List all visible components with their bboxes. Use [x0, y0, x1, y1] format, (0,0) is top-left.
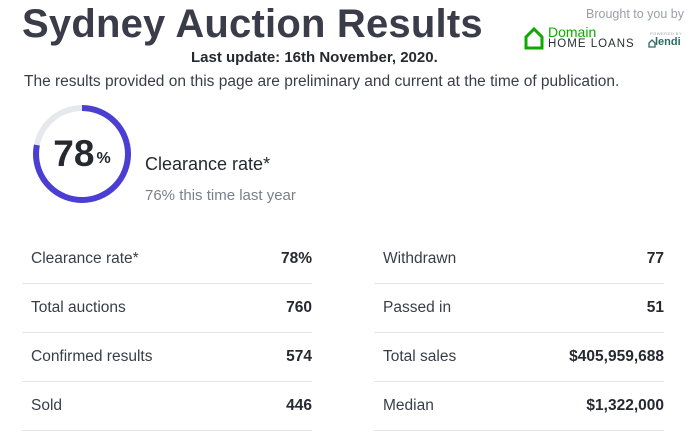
lendi-house-icon: [648, 39, 656, 48]
domain-home-loans-logo[interactable]: Domain HOME LOANS: [523, 24, 643, 52]
lendi-logo-text: lendi: [655, 36, 681, 48]
stats-table-left: Clearance rate* 78% Total auctions 760 C…: [22, 235, 312, 431]
stat-label: Sold: [31, 397, 63, 414]
clearance-rate-gauge: 78 %: [30, 102, 134, 206]
stat-label: Median: [383, 397, 434, 414]
stats-table-right: Withdrawn 77 Passed in 51 Total sales $4…: [374, 235, 664, 431]
stat-label: Total sales: [383, 348, 457, 365]
stat-row-total-sales: Total sales $405,959,688: [374, 333, 664, 382]
stat-row-sold: Sold 446: [22, 382, 312, 431]
ring-unit: %: [96, 150, 111, 167]
stat-value: $405,959,688: [569, 348, 664, 365]
stat-row-median: Median $1,322,000: [374, 382, 664, 431]
stat-label: Confirmed results: [31, 348, 153, 365]
house-icon: [524, 26, 544, 50]
stat-label: Passed in: [383, 299, 452, 316]
domain-logo-text: Domain: [548, 24, 597, 40]
home-loans-logo-text: HOME LOANS: [548, 38, 635, 50]
stat-row-passed-in: Passed in 51: [374, 284, 664, 333]
stat-value: 78%: [280, 250, 312, 267]
stat-value: 77: [646, 250, 664, 267]
lendi-logo[interactable]: POWERED BY lendi: [648, 31, 698, 52]
powered-by-text: POWERED BY: [650, 31, 683, 36]
ring-progress: [33, 105, 131, 203]
stat-value: 51: [646, 299, 664, 316]
stat-value: $1,322,000: [586, 397, 664, 414]
stat-label: Total auctions: [31, 299, 126, 316]
page-title: Sydney Auction Results: [22, 2, 483, 46]
stat-value: 574: [286, 348, 312, 365]
stat-row-confirmed-results: Confirmed results 574: [22, 333, 312, 382]
clearance-last-year: 76% this time last year: [145, 187, 296, 204]
last-update-text: Last update: 16th November, 2020.: [191, 49, 438, 66]
stat-row-clearance-rate: Clearance rate* 78%: [22, 235, 312, 284]
stat-label: Clearance rate*: [31, 250, 139, 267]
clearance-ring: [33, 105, 131, 203]
ring-number: 78: [53, 133, 95, 174]
ring-value: 78 %: [30, 102, 134, 206]
clearance-rate-label: Clearance rate*: [145, 154, 271, 174]
stat-label: Withdrawn: [383, 250, 457, 267]
disclaimer-text: The results provided on this page are pr…: [24, 73, 620, 90]
sponsor-caption: Brought to you by: [586, 7, 684, 21]
stat-row-total-auctions: Total auctions 760: [22, 284, 312, 333]
stat-value: 760: [286, 299, 312, 316]
stat-value: 446: [286, 397, 312, 414]
stat-row-withdrawn: Withdrawn 77: [374, 235, 664, 284]
